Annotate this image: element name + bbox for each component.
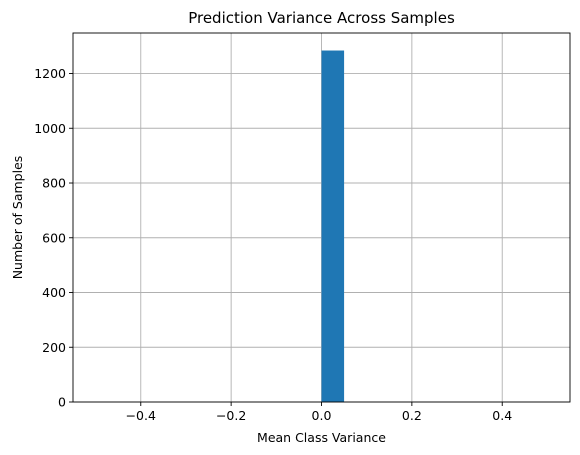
bar-layer: [321, 50, 345, 402]
y-tick-label: 600: [42, 230, 66, 245]
y-tick-label: 1000: [34, 121, 66, 136]
chart-title: Prediction Variance Across Samples: [188, 9, 455, 27]
tick-layer: −0.4 −0.2 0.0 0.2 0.4 0 200 400 600 800 1000 1200: [34, 66, 512, 423]
x-tick-label: −0.2: [216, 408, 246, 423]
y-tick-label: 800: [42, 176, 66, 191]
x-tick-label: 0.4: [492, 408, 512, 423]
x-axis-label: Mean Class Variance: [257, 430, 386, 445]
x-tick-label: −0.4: [126, 408, 156, 423]
y-axis-label: Number of Samples: [10, 156, 25, 280]
y-tick-label: 0: [58, 395, 66, 410]
histogram-bar: [321, 50, 345, 402]
y-tick-label: 200: [42, 340, 66, 355]
x-tick-label: 0.2: [402, 408, 422, 423]
x-tick-label: 0.0: [312, 408, 332, 423]
y-tick-label: 1200: [34, 66, 66, 81]
y-tick-label: 400: [42, 285, 66, 300]
